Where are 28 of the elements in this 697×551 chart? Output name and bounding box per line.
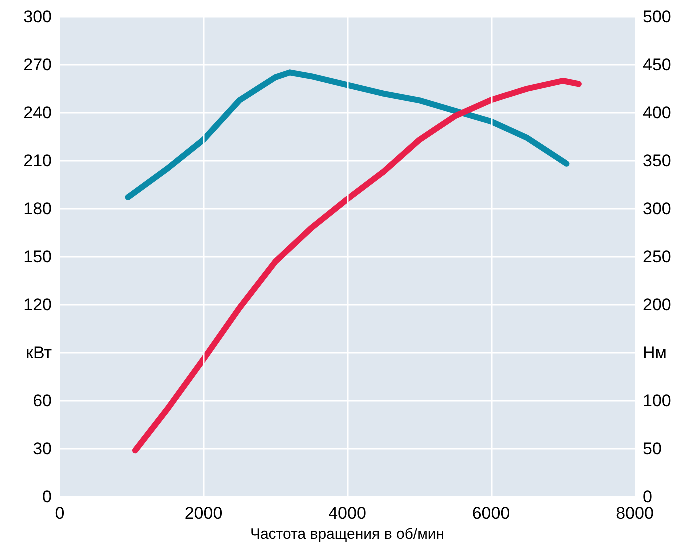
y-tick-label: 60 xyxy=(33,392,52,410)
y-tick-label: 150 xyxy=(24,248,52,266)
y2-tick-label: 50 xyxy=(643,440,662,458)
x-tick-label: 4000 xyxy=(328,504,366,523)
y2-tick-label: Нм xyxy=(643,344,667,362)
y2-tick-label: 450 xyxy=(643,56,672,74)
y2-tick-label: 200 xyxy=(643,296,672,314)
y-tick-label: 300 xyxy=(24,8,52,26)
x-tick-label: 2000 xyxy=(184,504,223,523)
y-tick-label: 240 xyxy=(24,104,52,122)
y2-tick-label: 250 xyxy=(643,248,672,266)
y2-tick-label: 350 xyxy=(643,152,672,170)
x-tick-label: 0 xyxy=(55,504,65,523)
y2-tick-label: 500 xyxy=(643,8,672,26)
x-axis-title: Частота вращения в об/мин xyxy=(250,526,445,543)
y2-tick-label: 400 xyxy=(643,104,672,122)
y-tick-label: 270 xyxy=(24,56,52,74)
x-tick-label: 6000 xyxy=(472,504,510,523)
x-tick-label: 8000 xyxy=(616,504,654,523)
y-tick-label: кВт xyxy=(26,344,52,362)
y-tick-label: 210 xyxy=(24,152,52,170)
y2-tick-label: 300 xyxy=(643,200,672,218)
y-tick-label: 0 xyxy=(42,488,52,506)
y2-tick-label: 100 xyxy=(643,392,672,410)
y2-tick-label: 0 xyxy=(643,488,652,506)
y-tick-label: 180 xyxy=(24,200,52,218)
y-tick-label: 30 xyxy=(33,440,52,458)
y-tick-label: 120 xyxy=(24,296,52,314)
